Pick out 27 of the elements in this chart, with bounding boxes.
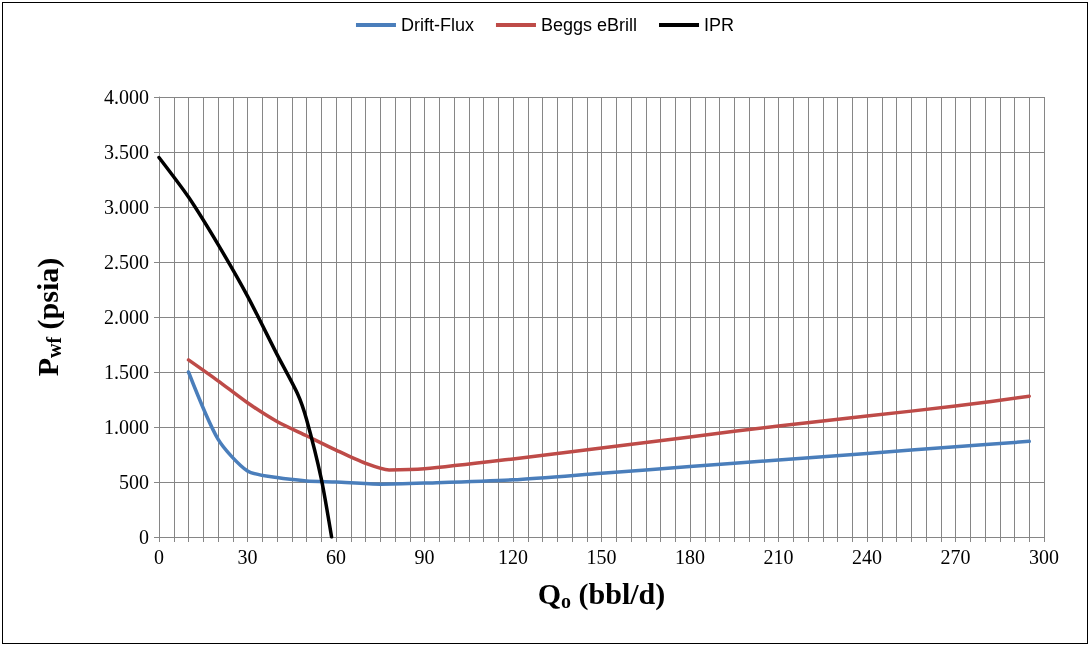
x-tick-label: 270 [940,546,971,568]
legend-label: Beggs eBrill [540,15,638,35]
y-tick-label: 3.000 [104,196,149,218]
y-tick-label: 4.000 [104,86,149,108]
x-tick-label: 60 [326,546,346,568]
legend-label: IPR [704,15,735,35]
line-series [186,358,1031,472]
y-tick-label: 1.000 [104,416,149,438]
y-tick-label: 0 [139,526,149,548]
x-tick-label: 180 [675,546,705,568]
y-tick-label: 2.000 [104,306,149,328]
x-tick-label: 90 [414,546,435,568]
line-series [186,370,1031,486]
x-tick-label: 240 [852,546,882,568]
x-tick-label: 120 [498,546,528,568]
x-tick-label: 300 [1029,546,1059,568]
y-tick-label: 1.500 [104,361,149,383]
x-tick-label: 150 [586,546,617,568]
legend-label: Drift-Flux [400,15,474,35]
y-tick-label: 3.500 [104,141,149,163]
y-tick-label: 500 [119,471,149,493]
x-tick-label: 210 [763,546,794,568]
y-axis-title: Pwf (psia) [30,257,65,377]
line-series [157,155,334,539]
x-tick-label: 30 [237,546,258,568]
y-tick-label: 2.500 [104,251,149,273]
x-tick-label: 0 [154,546,164,568]
